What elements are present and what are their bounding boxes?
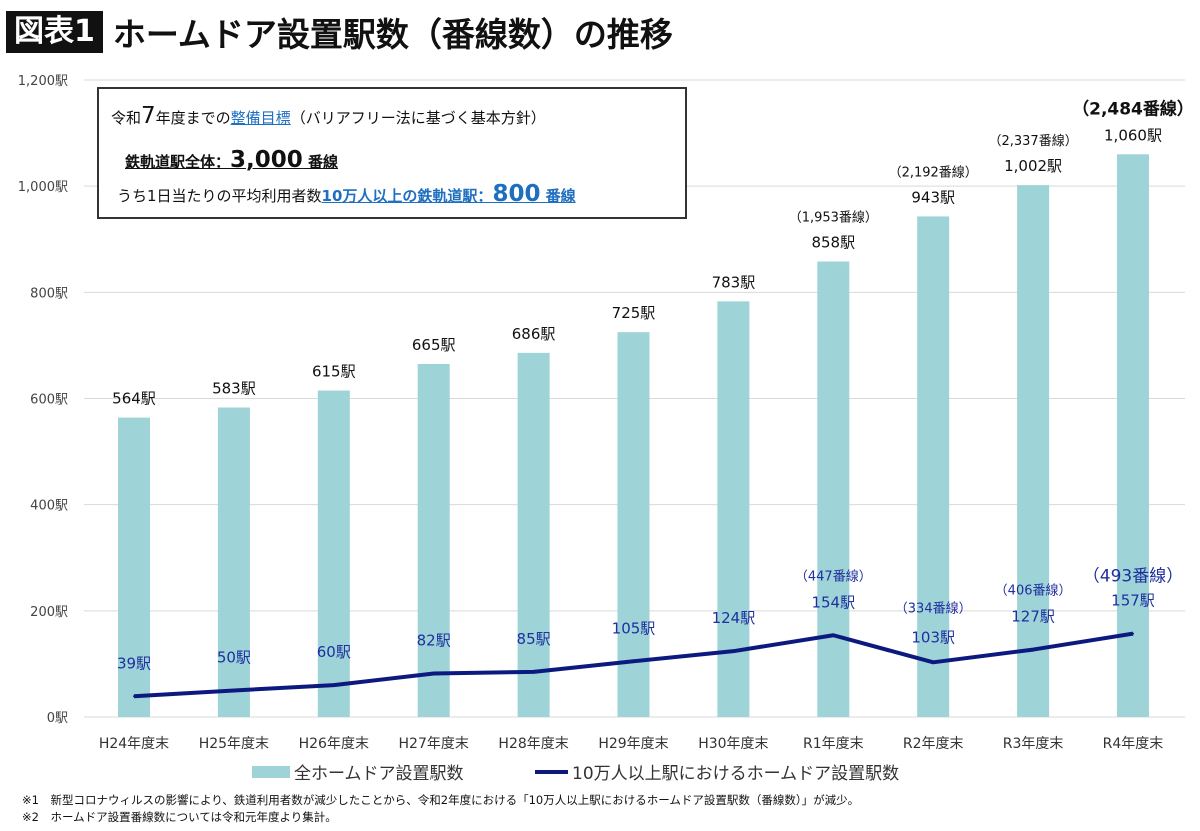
bar [118, 417, 150, 717]
footnote-2: ※2 ホームドア設置番線数については令和元年度より集計。 [22, 810, 337, 824]
line-point [732, 650, 735, 653]
figure-badge: 図表1 [6, 11, 103, 53]
bar-label: 783駅 [712, 273, 756, 291]
legend-label-bar: 全ホームドア設置駅数 [294, 764, 464, 784]
line-sublabel: （447番線） [795, 568, 872, 584]
y-tick-label: 1,000駅 [18, 180, 68, 195]
y-tick-label: 1,200駅 [18, 74, 68, 89]
line-point [332, 684, 335, 687]
bar-label: 943駅 [911, 188, 955, 206]
line-sublabel: （334番線） [895, 600, 972, 616]
bar-label: 858駅 [811, 234, 855, 252]
x-tick-label: H30年度末 [698, 736, 768, 752]
y-tick-label: 0駅 [47, 711, 68, 726]
line-point [932, 661, 935, 664]
line-label: 124駅 [712, 609, 756, 627]
x-tick-label: H26年度末 [299, 736, 369, 752]
footnotes: ※1 新型コロナウィルスの影響により、鉄道利用者数が減少したことから、令和2年度… [22, 792, 859, 826]
text: 番線 [302, 153, 339, 171]
footnote-1: ※1 新型コロナウィルスの影響により、鉄道利用者数が減少したことから、令和2年度… [22, 793, 860, 807]
line-label: 103駅 [911, 628, 955, 646]
bar-sublabel: （2,192番線） [889, 164, 978, 180]
line-point [1132, 632, 1134, 635]
y-tick-label: 600駅 [30, 393, 68, 408]
line-label: 85駅 [517, 630, 551, 648]
bar [917, 216, 950, 717]
bar-label: 564駅 [112, 390, 156, 408]
bar-label: 1,060駅 [1104, 126, 1162, 144]
bar-sublabel: （2,484番線） [1072, 98, 1194, 119]
line-label: 127駅 [1011, 608, 1055, 626]
x-tick-label: H29年度末 [598, 736, 668, 752]
text: 鉄軌道駅全体： [125, 153, 231, 171]
x-tick-label: H24年度末 [99, 736, 169, 752]
bar [417, 363, 450, 717]
x-tick-label: R3年度末 [1003, 736, 1064, 752]
bar [217, 407, 250, 717]
target-line-3: うち1日当たりの平均利用者数10万人以上の鉄軌道駅：800 番線 [117, 181, 576, 207]
x-tick-label: H27年度末 [399, 736, 469, 752]
bar-label: 725駅 [612, 304, 656, 322]
text: 番線 [540, 187, 576, 205]
x-tick-label: R2年度末 [903, 736, 964, 752]
legend-label-line: 10万人以上駅におけるホームドア設置駅数 [572, 764, 899, 784]
bar [317, 390, 350, 717]
line-label: 50駅 [217, 648, 251, 666]
y-tick-label: 400駅 [30, 499, 68, 514]
text: 令和 [111, 109, 142, 127]
target-line-2: 鉄軌道駅全体：3,000 番線 [125, 147, 338, 173]
y-tick-label: 800駅 [30, 286, 68, 301]
line-point [832, 634, 835, 637]
x-tick-label: R1年度末 [803, 736, 864, 752]
text: うち1日当たりの平均利用者数 [117, 187, 322, 205]
target-line-1: 令和7年度までの整備目標（バリアフリー法に基づく基本方針） [111, 103, 546, 129]
text: 7 [141, 103, 156, 129]
y-tick-label: 200駅 [30, 605, 68, 620]
bar-label: 686駅 [512, 325, 556, 343]
line-point [1032, 648, 1035, 651]
bar [717, 301, 750, 717]
target-link: 整備目標 [230, 109, 291, 127]
bar [1117, 154, 1149, 718]
x-tick-label: R4年度末 [1103, 736, 1164, 752]
bar-sublabel: （1,953番線） [789, 210, 878, 226]
bar-label: 615駅 [312, 363, 356, 381]
text: 800 [492, 181, 541, 207]
line-label: 154駅 [811, 593, 855, 611]
text: 10万人以上の鉄軌道駅： [321, 187, 493, 205]
x-tick-label: H25年度末 [199, 736, 269, 752]
line-label: 82駅 [417, 631, 451, 649]
target-box: 令和7年度までの整備目標（バリアフリー法に基づく基本方針） 鉄軌道駅全体：3,0… [97, 87, 687, 219]
bar-label: 583駅 [212, 380, 256, 398]
target-link-2: 10万人以上の鉄軌道駅：800 番線 [321, 181, 576, 207]
bar [517, 352, 550, 717]
legend-swatch-bar [252, 766, 290, 778]
line-sublabel: （493番線） [1083, 567, 1183, 587]
line-point [432, 672, 435, 675]
bar-sublabel: （2,337番線） [988, 133, 1077, 149]
line-point [133, 695, 135, 698]
text: 3,000 [230, 147, 303, 173]
text: （バリアフリー法に基づく基本方針） [290, 109, 546, 127]
line-point [232, 689, 235, 692]
line-point [632, 660, 635, 663]
chart-title: ホームドア設置駅数（番線数）の推移 [112, 15, 673, 54]
bar-label: 665駅 [412, 336, 456, 354]
line-label: 105駅 [612, 619, 656, 637]
line-label: 60駅 [317, 643, 351, 661]
x-tick-label: H28年度末 [498, 736, 568, 752]
bar-label: 1,002駅 [1004, 157, 1062, 175]
bar [817, 261, 850, 717]
bar [617, 332, 650, 717]
text: 年度までの [155, 109, 231, 127]
bar [1017, 185, 1050, 718]
line-sublabel: （406番線） [995, 583, 1072, 599]
line-point [532, 670, 535, 673]
line-label: 157駅 [1111, 592, 1155, 610]
header: 図表1 ホームドア設置駅数（番線数）の推移 [6, 8, 673, 56]
line-label: 39駅 [117, 654, 151, 672]
